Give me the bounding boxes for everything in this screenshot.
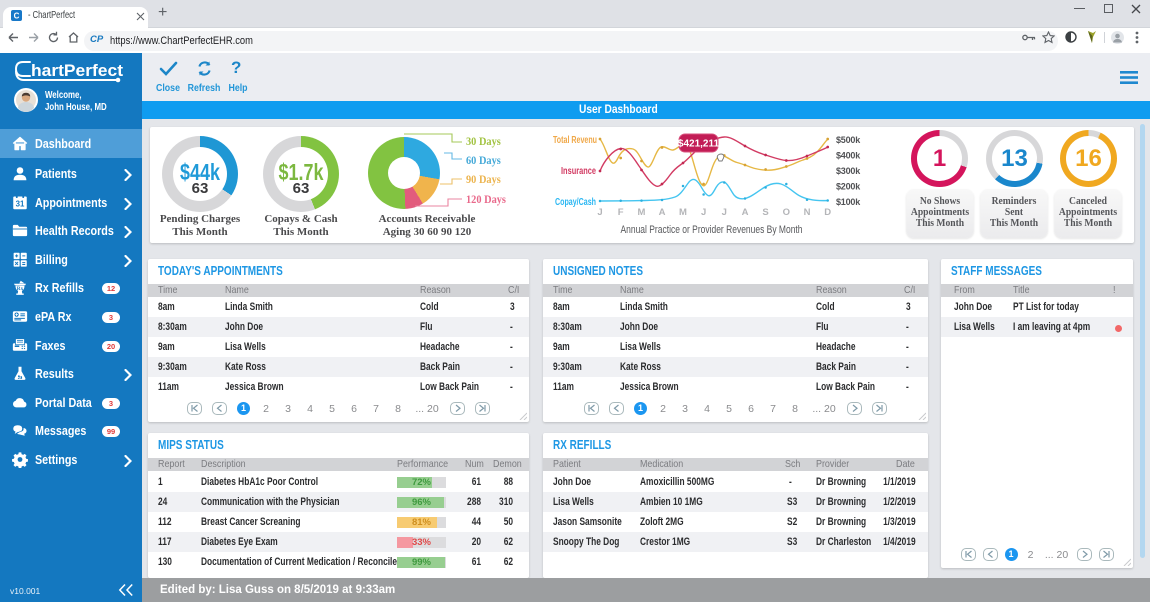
svg-text:J: J (701, 207, 706, 218)
svg-text:Copay/Cash: Copay/Cash (555, 196, 596, 208)
svg-text:A: A (659, 207, 666, 218)
svg-text:Rx: Rx (17, 286, 24, 292)
svg-text:23: 23 (18, 375, 23, 380)
svg-text:M: M (638, 207, 646, 218)
svg-text:31: 31 (16, 200, 25, 209)
svg-text:M: M (679, 207, 687, 218)
svg-text:S: S (762, 207, 768, 218)
svg-text:F: F (618, 207, 624, 218)
svg-text:$200k: $200k (836, 182, 861, 192)
svg-text:J: J (722, 207, 727, 218)
svg-text:O: O (783, 207, 790, 218)
svg-text:$100k: $100k (836, 197, 861, 207)
svg-text:D: D (824, 207, 831, 218)
svg-text:Insurance: Insurance (561, 165, 596, 177)
svg-text:$500k: $500k (836, 135, 861, 145)
svg-text:hartPerfect: hartPerfect (31, 62, 124, 80)
svg-text:J: J (597, 207, 602, 218)
svg-text:N: N (804, 207, 811, 218)
svg-text:Total Revenu: Total Revenu (553, 134, 597, 146)
svg-text:$300k: $300k (836, 166, 861, 176)
svg-text:$400k: $400k (836, 151, 861, 161)
svg-text:$421,211: $421,211 (678, 139, 720, 150)
svg-text:C: C (14, 12, 20, 21)
svg-text:A: A (742, 207, 749, 218)
svg-text:Annual Practice or Provider Re: Annual Practice or Provider Revenues By … (621, 224, 803, 236)
